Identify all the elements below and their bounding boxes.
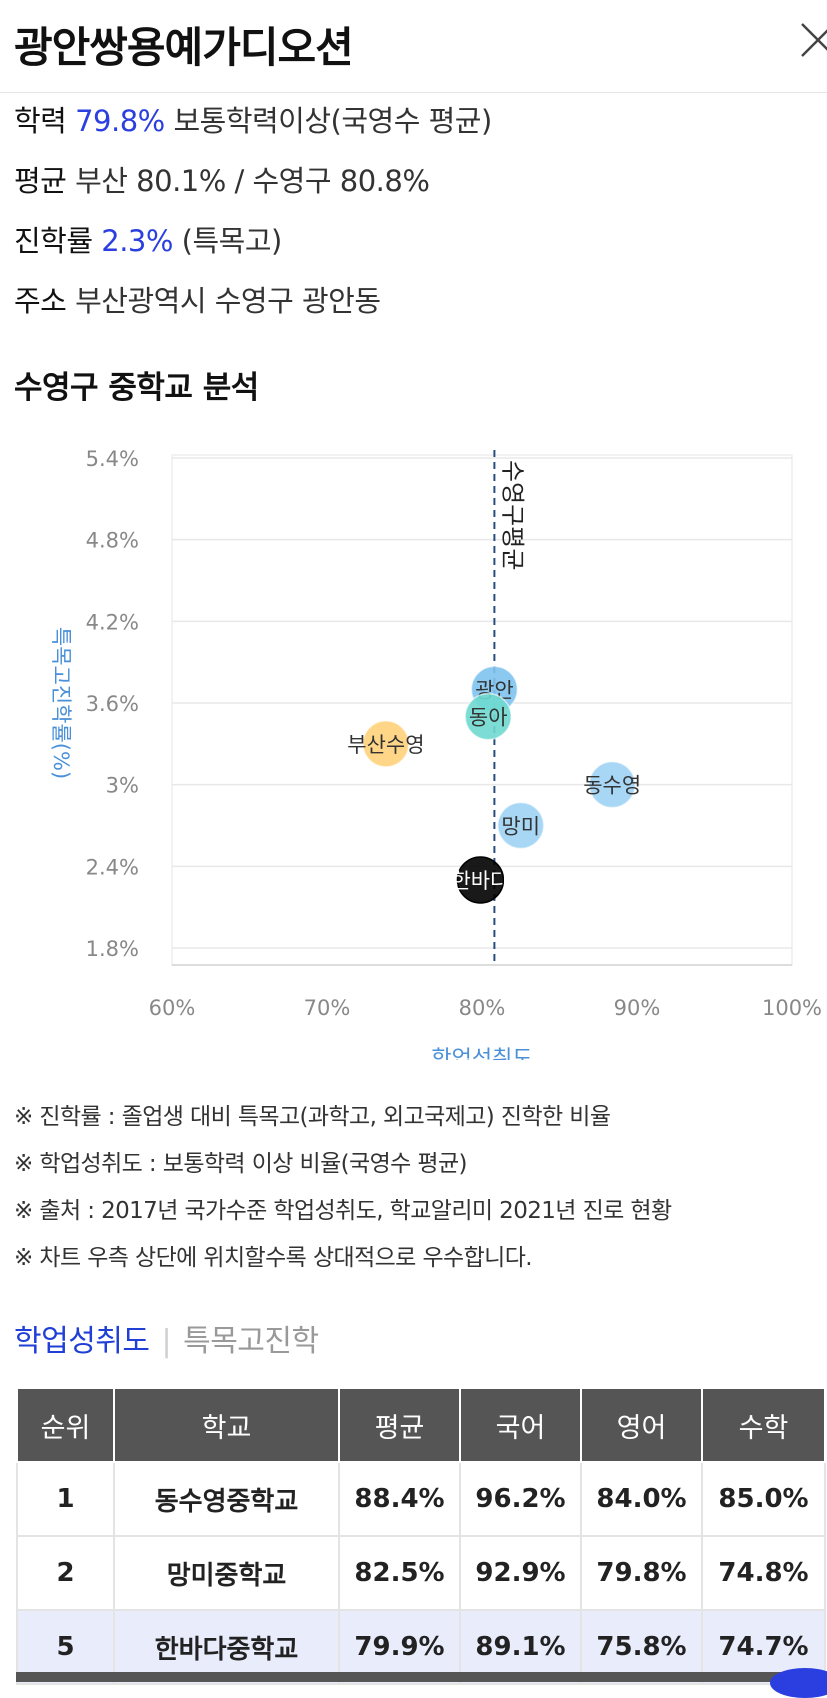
note-2: ※ 학업성취도 : 보통학력 이상 비율(국영수 평균) — [14, 1151, 468, 1177]
header-rank: 순위 — [16, 1387, 115, 1463]
data-point-label: 동아 — [469, 706, 508, 730]
data-point — [497, 801, 545, 850]
table-header-row: 순위 학교 평균 국어 영어 수학 — [16, 1387, 826, 1463]
info-average: 평균 부산 80.1% / 수영구 80.8% — [14, 158, 430, 200]
info-entrance-desc: (특목고) — [181, 224, 283, 258]
close-button[interactable] — [798, 20, 827, 60]
info-entrance-value: 2.3% — [101, 224, 173, 258]
y-tick-label: 3% — [106, 774, 139, 798]
info-address-text: 부산광역시 수영구 광안동 — [75, 284, 381, 318]
cell-school: 망미중학교 — [113, 1535, 340, 1611]
info-entrance-label: 진학률 — [14, 224, 93, 258]
info-average-text: 부산 80.1% / 수영구 80.8% — [75, 164, 430, 198]
ranking-table: 순위 학교 평균 국어 영어 수학 1 동수영중학교 88.4% 96.2% 8… — [16, 1387, 826, 1685]
header-math: 수학 — [701, 1387, 826, 1463]
info-academic-value: 79.8% — [75, 104, 165, 138]
page-title: 광안쌍용예가디오션 — [14, 23, 354, 72]
data-point — [456, 856, 505, 904]
info-academic-desc: 보통학력이상(국영수 평균) — [173, 104, 492, 138]
data-point — [362, 720, 410, 768]
header-english: 영어 — [580, 1387, 703, 1463]
data-point-label: 부산수영 — [347, 733, 424, 757]
y-tick-label: 1.8% — [86, 937, 139, 961]
cell-average: 88.4% — [338, 1461, 461, 1537]
info-average-label: 평균 — [14, 164, 67, 198]
note-4: ※ 차트 우측 상단에 위치할수록 상대적으로 우수합니다. — [14, 1245, 533, 1271]
cell-english: 84.0% — [580, 1461, 703, 1537]
cell-korean: 96.2% — [459, 1461, 582, 1537]
cell-english: 79.8% — [580, 1535, 703, 1611]
y-tick-label: 2.4% — [86, 855, 139, 879]
data-point — [588, 760, 636, 809]
table-row-current[interactable]: 5 한바다중학교 79.9% 89.1% 75.8% 74.7% — [16, 1609, 826, 1685]
note-3: ※ 출처 : 2017년 국가수준 학업성취도, 학교알리미 2021년 진로 … — [14, 1198, 672, 1224]
cell-rank: 2 — [16, 1535, 115, 1611]
data-point — [464, 692, 512, 741]
cell-math: 85.0% — [701, 1461, 826, 1537]
table-row[interactable]: 1 동수영중학교 88.4% 96.2% 84.0% 85.0% — [16, 1461, 826, 1537]
header-school: 학교 — [113, 1387, 340, 1463]
floating-action-button[interactable] — [770, 1668, 827, 1698]
info-entrance: 진학률 2.3% (특목고) — [14, 218, 282, 260]
x-axis-title: 학업성취도 — [431, 1047, 532, 1060]
section-title: 수영구 중학교 분석 — [14, 370, 259, 406]
cell-korean: 92.9% — [459, 1535, 582, 1611]
tab-bar: 학업성취도 | 특목고진학 — [14, 1316, 319, 1360]
header-korean: 국어 — [459, 1387, 582, 1463]
tab-separator: | — [161, 1324, 172, 1359]
data-point-label: 망미 — [501, 815, 540, 839]
cell-english: 75.8% — [580, 1609, 703, 1685]
header: 광안쌍용예가디오션 — [0, 0, 827, 93]
y-tick-label: 5.4% — [86, 447, 139, 471]
y-tick-label: 3.6% — [86, 692, 139, 716]
table-row[interactable]: 2 망미중학교 82.5% 92.9% 79.8% 74.8% — [16, 1535, 826, 1611]
cell-math: 74.8% — [701, 1535, 826, 1611]
tab-special-school[interactable]: 특목고진학 — [183, 1324, 319, 1359]
info-academic: 학력 79.8% 보통학력이상(국영수 평균) — [14, 98, 492, 140]
y-tick-label: 4.8% — [86, 529, 139, 553]
x-tick-label: 60% — [149, 996, 196, 1020]
reference-line-label: 수영구평균 — [498, 460, 526, 570]
x-tick-label: 100% — [762, 996, 822, 1020]
x-tick-label: 90% — [614, 996, 661, 1020]
info-address: 주소 부산광역시 수영구 광안동 — [14, 278, 381, 320]
cell-school: 동수영중학교 — [113, 1461, 340, 1537]
x-tick-label: 80% — [459, 996, 506, 1020]
scatter-chart: 5.4% 4.8% 4.2% 3.6% 3% 2.4% 1.8% 60% 70% 80% 90% 10… — [49, 447, 822, 1060]
y-axis-title: 특목고진학률(%) — [49, 627, 73, 779]
cell-rank: 1 — [16, 1461, 115, 1537]
close-icon — [801, 23, 827, 57]
footer-bar — [16, 1672, 827, 1682]
y-tick-label: 4.2% — [86, 610, 139, 634]
cell-average: 82.5% — [338, 1535, 461, 1611]
tab-academic[interactable]: 학업성취도 — [14, 1324, 150, 1359]
data-point-label: 동수영 — [583, 774, 641, 798]
data-point-label: 한바다 — [451, 869, 509, 893]
info-address-label: 주소 — [14, 284, 67, 318]
info-academic-label: 학력 — [14, 104, 67, 138]
header-average: 평균 — [338, 1387, 461, 1463]
x-tick-label: 70% — [304, 996, 351, 1020]
note-1: ※ 진학률 : 졸업생 대비 특목고(과학고, 외고국제고) 진학한 비율 — [14, 1104, 611, 1130]
